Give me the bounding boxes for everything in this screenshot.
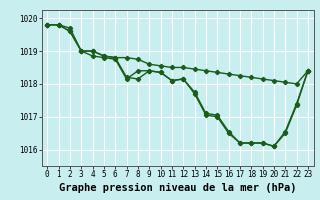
X-axis label: Graphe pression niveau de la mer (hPa): Graphe pression niveau de la mer (hPa) <box>59 183 296 193</box>
